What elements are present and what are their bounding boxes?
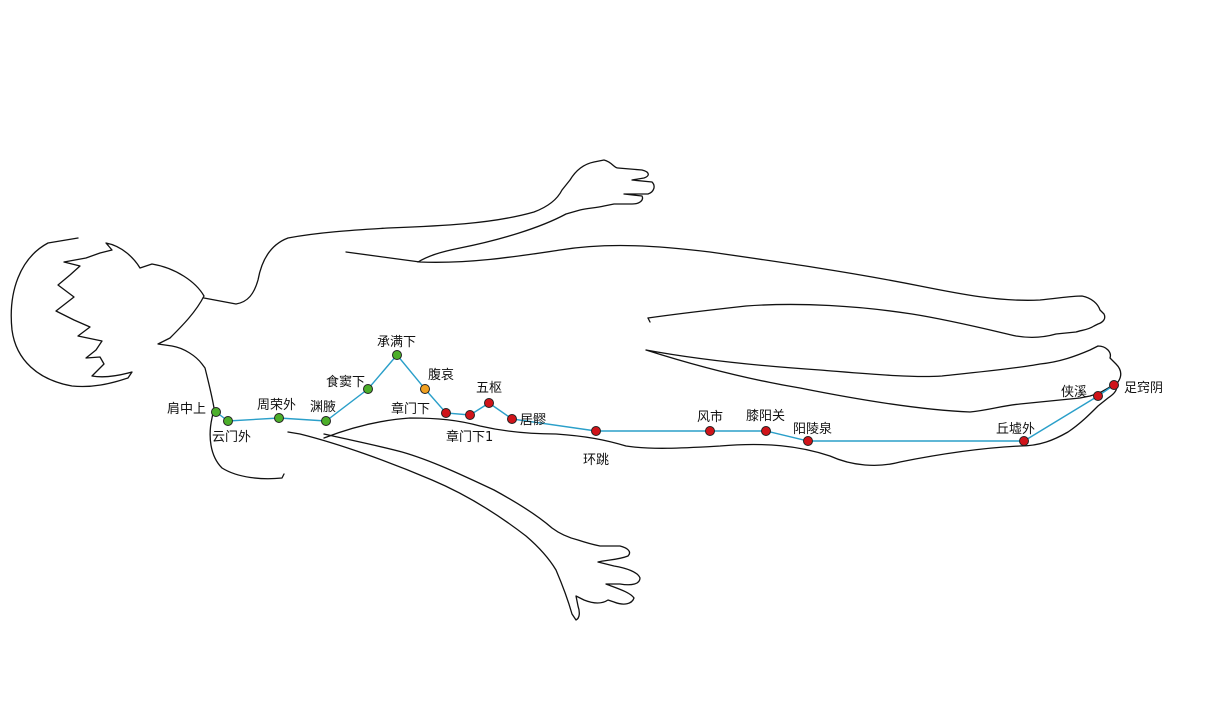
- acupoint-jianzhongshang[interactable]: [211, 407, 221, 417]
- lower-arm-outline: [647, 317, 651, 323]
- acupoint-shidouxia[interactable]: [363, 384, 373, 394]
- acupoint-zhangmenxia1[interactable]: [465, 410, 475, 420]
- acupoint-label-qiuxuwai: 丘墟外: [996, 422, 1035, 437]
- acupoint-zuqiaoyin[interactable]: [1109, 380, 1119, 390]
- acupoint-label-huantiao: 环跳: [583, 453, 609, 468]
- acupoint-label-zhangmenxia1: 章门下1: [446, 429, 493, 445]
- acupoint-layer: [211, 350, 1119, 446]
- acupoint-yuanye[interactable]: [321, 416, 331, 426]
- acupoint-label-shidouxia: 食窦下: [326, 374, 365, 390]
- head-outline: [10, 237, 285, 480]
- acupoint-label-fengshi: 风市: [697, 409, 723, 425]
- upper-arm-inner-outline: [345, 244, 1106, 338]
- acupoint-qiuxuwai[interactable]: [1019, 436, 1029, 446]
- acupoint-label-zhangmenxia: 章门下: [391, 401, 430, 417]
- acupoint-wushu[interactable]: [484, 398, 494, 408]
- forearm-outline: [287, 431, 641, 621]
- acupoint-yanglingquan[interactable]: [803, 436, 813, 446]
- acupoint-zhourongwai[interactable]: [274, 413, 284, 423]
- acupoint-chengmanxia[interactable]: [392, 350, 402, 360]
- acupoint-xiyangguan[interactable]: [761, 426, 771, 436]
- acupoint-label-fuai: 腹哀: [428, 367, 454, 383]
- acupoint-label-xiaxi: 侠溪: [1061, 385, 1087, 400]
- acupoint-label-wushu: 五枢: [476, 381, 502, 396]
- body-outline: [10, 159, 1122, 621]
- acupoint-label-zhourongwai: 周荣外: [257, 398, 296, 413]
- acupoint-yunmenwai[interactable]: [223, 416, 233, 426]
- acupoint-label-yuanye: 渊腋: [310, 400, 336, 415]
- acupoint-label-chengmanxia: 承满下: [377, 335, 416, 350]
- acupoint-zhangmenxia[interactable]: [441, 408, 451, 418]
- acupoint-label-juliao: 居髎: [520, 413, 546, 428]
- shoulder-outline: [203, 159, 655, 305]
- acupoint-label-yanglingquan: 阳陵泉: [793, 421, 832, 437]
- meridian-line: [215, 353, 1115, 442]
- meridian-layer: [215, 353, 1115, 442]
- acupoint-huantiao[interactable]: [591, 426, 601, 436]
- upper-leg-outline: [645, 345, 1122, 413]
- acupoint-juliao[interactable]: [507, 414, 517, 424]
- acupoint-fengshi[interactable]: [705, 426, 715, 436]
- acupoint-xiaxi[interactable]: [1093, 391, 1103, 401]
- acupoint-label-zuqiaoyin: 足窍阴: [1124, 380, 1163, 396]
- acupoint-label-jianzhongshang: 肩中上: [167, 401, 206, 417]
- lower-body-outline: [323, 385, 1118, 466]
- acupoint-label-yunmenwai: 云门外: [212, 430, 251, 445]
- acupoint-label-xiyangguan: 膝阳关: [746, 409, 785, 424]
- acupoint-fuai[interactable]: [420, 384, 430, 394]
